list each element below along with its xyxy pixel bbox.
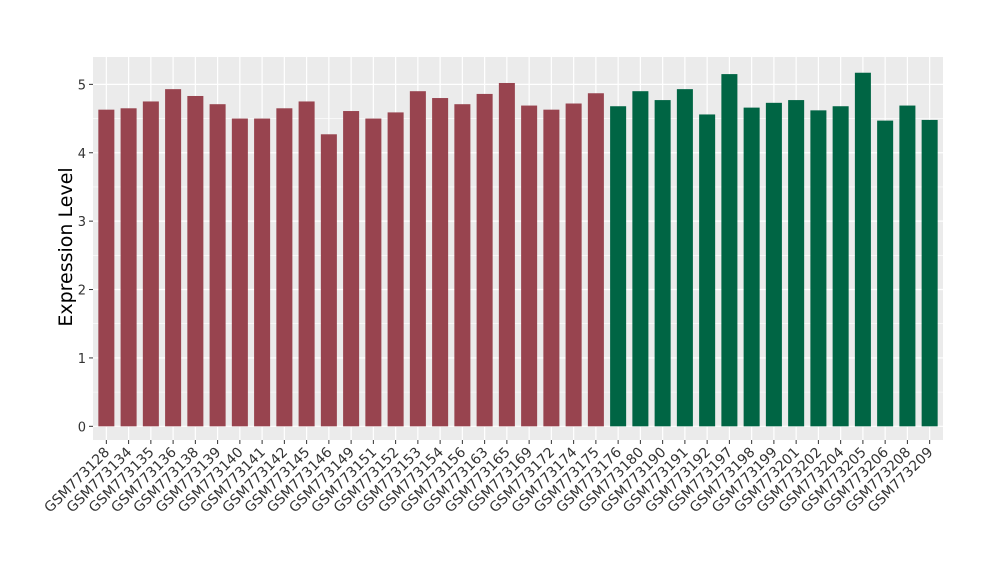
- bar: [432, 98, 449, 427]
- y-tick-label: 3: [78, 215, 86, 230]
- y-tick-label: 5: [78, 78, 86, 93]
- bar: [343, 111, 360, 427]
- bar: [165, 89, 182, 427]
- bar: [610, 106, 627, 427]
- bar: [676, 89, 693, 427]
- bar: [365, 118, 382, 427]
- bar: [498, 82, 515, 427]
- bar: [810, 110, 827, 427]
- bar: [409, 91, 426, 427]
- bar: [587, 93, 604, 427]
- bar: [899, 105, 916, 427]
- bar: [231, 118, 248, 427]
- bar: [921, 119, 938, 427]
- bar: [276, 108, 293, 427]
- bar: [565, 103, 582, 427]
- bars: [98, 72, 938, 427]
- bar: [543, 109, 560, 427]
- bar: [120, 108, 137, 427]
- y-axis-title: Expression Level: [55, 167, 77, 326]
- bar: [699, 114, 716, 427]
- y-tick-label: 4: [78, 147, 86, 162]
- bar: [832, 106, 849, 427]
- bar: [765, 102, 782, 427]
- y-axis: 0 1 2 3 4 5: [78, 78, 93, 435]
- bar: [142, 101, 159, 427]
- y-tick-label: 1: [78, 352, 86, 367]
- bar: [298, 101, 315, 427]
- bar: [877, 120, 894, 427]
- bar: [320, 134, 337, 427]
- bar: [187, 95, 204, 427]
- bar: [209, 104, 226, 427]
- bar: [632, 91, 649, 427]
- bar: [788, 100, 805, 427]
- bar: [654, 100, 671, 427]
- bar: [454, 104, 471, 427]
- bar: [521, 105, 538, 427]
- x-axis: GSM773128GSM773134GSM773135GSM773136GSM7…: [42, 440, 936, 516]
- bar: [254, 118, 271, 427]
- y-tick-label: 2: [78, 284, 86, 299]
- bar: [387, 112, 404, 427]
- bar: [476, 93, 493, 427]
- bar: [98, 109, 115, 427]
- y-tick-label: 0: [78, 420, 86, 435]
- bar: [743, 107, 760, 427]
- bar: [721, 74, 738, 427]
- bar: [854, 72, 871, 427]
